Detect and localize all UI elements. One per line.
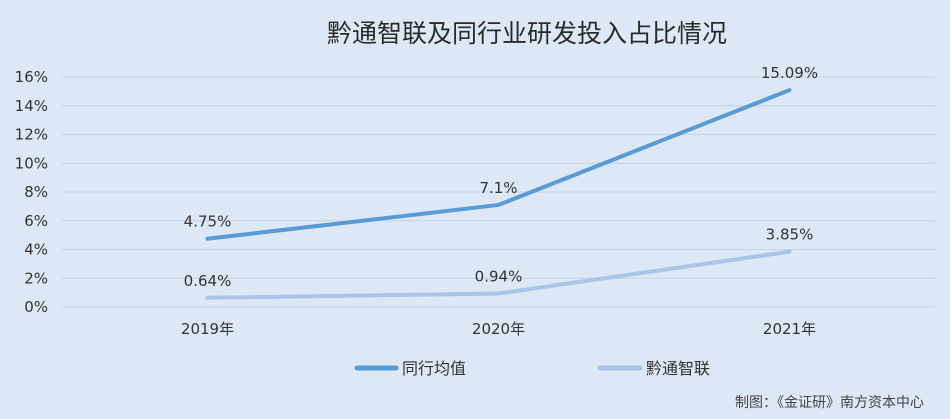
data-labels: 4.75% 7.1% 15.09% 0.64% 0.94% 3.85% [184,64,818,290]
data-point [207,238,208,240]
series-line [205,88,792,241]
y-tick-label: 6% [24,212,48,230]
data-point [498,292,499,294]
legend-label: 黔通智联 [646,359,710,378]
legend-label: 同行均值 [402,359,466,378]
y-tick-label: 8% [24,183,48,201]
series-lines [205,88,792,300]
y-axis-ticks: 0% 2% 4% 6% 8% 10% 12% 14% 16% [15,68,48,316]
chart-title: 黔通智联及同行业研发投入占比情况 [327,19,727,48]
data-point [789,89,790,91]
data-label: 4.75% [184,213,232,231]
x-tick-label: 2020年 [472,320,525,338]
data-label: 0.94% [475,267,523,285]
data-label: 3.85% [766,226,814,244]
data-label: 0.64% [184,272,232,290]
y-tick-label: 0% [24,298,48,316]
y-tick-label: 16% [15,68,48,86]
data-label: 15.09% [761,64,818,82]
source-credit: 制图：《金证研》南方资本中心 [735,395,924,411]
data-label: 7.1% [479,179,517,197]
grid [62,76,935,308]
y-tick-label: 4% [24,241,48,259]
y-tick-label: 2% [24,269,48,287]
data-point [789,251,790,253]
data-point [207,297,208,299]
data-point [498,204,499,206]
legend: 同行均值 黔通智联 [354,359,710,378]
y-tick-label: 14% [15,97,48,115]
x-axis-ticks: 2019年 2020年 2021年 [181,320,816,338]
y-tick-label: 10% [15,154,48,172]
x-tick-label: 2019年 [181,320,234,338]
y-tick-label: 12% [15,126,48,144]
x-tick-label: 2021年 [763,320,816,338]
